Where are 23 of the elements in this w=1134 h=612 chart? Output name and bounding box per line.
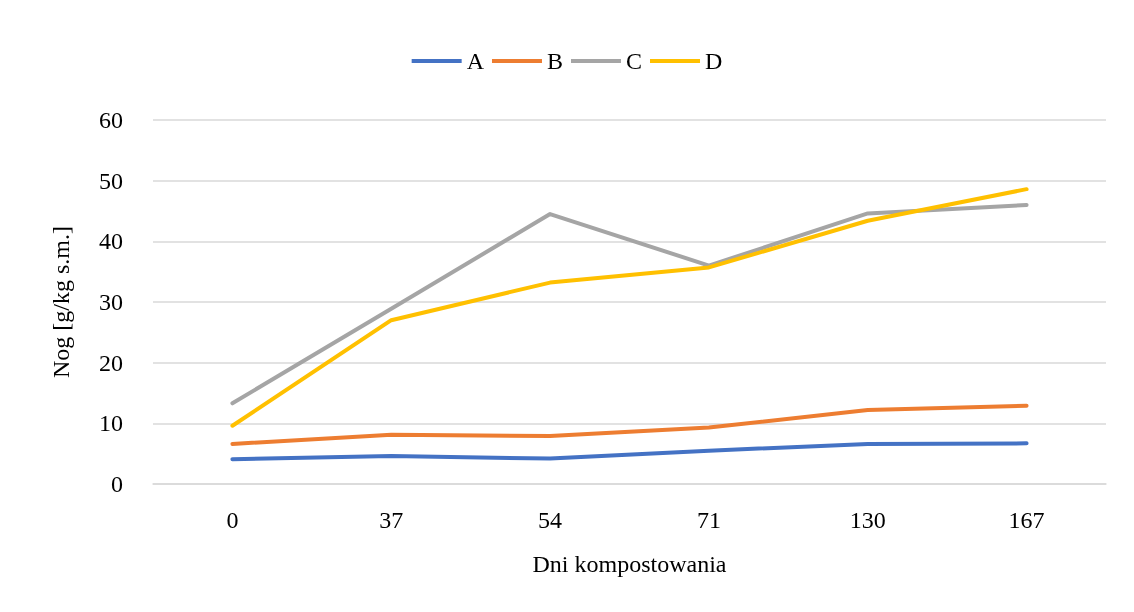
legend-label: C: [626, 48, 643, 74]
x-tick-label: 130: [849, 507, 886, 533]
line-series: [230, 202, 1029, 406]
legend-label: B: [546, 48, 564, 74]
y-tick-label: 30: [99, 289, 123, 315]
legend-label: A: [466, 48, 485, 74]
y-tick-label: 10: [99, 410, 123, 437]
x-tick-label: 54: [538, 507, 563, 533]
legend-label: D: [705, 48, 723, 74]
line-series: [230, 441, 1029, 462]
y-tick-label: 40: [99, 228, 123, 255]
y-axis-title: Nog [g/kg s.m.]: [48, 226, 74, 378]
y-tick-label: 0: [111, 471, 123, 497]
y-tick-label: 60: [99, 107, 123, 133]
y-tick-label: 50: [99, 167, 123, 194]
line-series: [230, 187, 1029, 428]
x-axis-title: Dni kompostowania: [532, 551, 727, 577]
x-tick-label: 37: [379, 507, 404, 533]
y-tick-label: 20: [99, 349, 123, 376]
line-series: [230, 403, 1029, 446]
x-tick-label: 0: [226, 507, 239, 533]
x-tick-label: 167: [1008, 507, 1045, 533]
x-tick-label: 71: [696, 507, 721, 533]
